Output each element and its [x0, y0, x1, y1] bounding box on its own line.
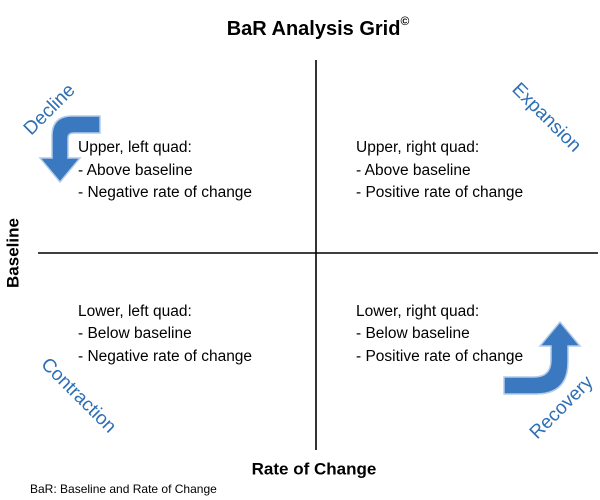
- quadrant-heading: Upper, left quad:: [78, 139, 192, 156]
- quadrant-line: - Below baseline: [78, 325, 192, 342]
- title-text: BaR Analysis Grid: [227, 18, 401, 40]
- title: BaR Analysis Grid©: [227, 14, 410, 40]
- quadrant-name: Contraction: [37, 354, 121, 438]
- quadrant-line: - Above baseline: [78, 162, 193, 179]
- quadrant-heading: Upper, right quad:: [356, 139, 479, 156]
- quadrant-line: - Positive rate of change: [356, 184, 523, 201]
- decline-arrow: [38, 115, 101, 184]
- y-axis-label: Baseline: [3, 218, 22, 288]
- footnote: BaR: Baseline and Rate of Change: [30, 482, 217, 496]
- quadrant-name: Expansion: [508, 79, 586, 157]
- quadrant-line: - Negative rate of change: [78, 348, 252, 365]
- quadrant-line: - Negative rate of change: [78, 184, 252, 201]
- x-axis-label: Rate of Change: [252, 459, 377, 478]
- quadrant-heading: Lower, left quad:: [78, 303, 192, 320]
- quadrant-heading: Lower, right quad:: [356, 303, 479, 320]
- quadrant-line: - Positive rate of change: [356, 348, 523, 365]
- recovery-arrow: [503, 320, 582, 395]
- title-mark: ©: [400, 14, 409, 28]
- quadrant-line: - Below baseline: [356, 325, 470, 342]
- quadrant-line: - Above baseline: [356, 162, 471, 179]
